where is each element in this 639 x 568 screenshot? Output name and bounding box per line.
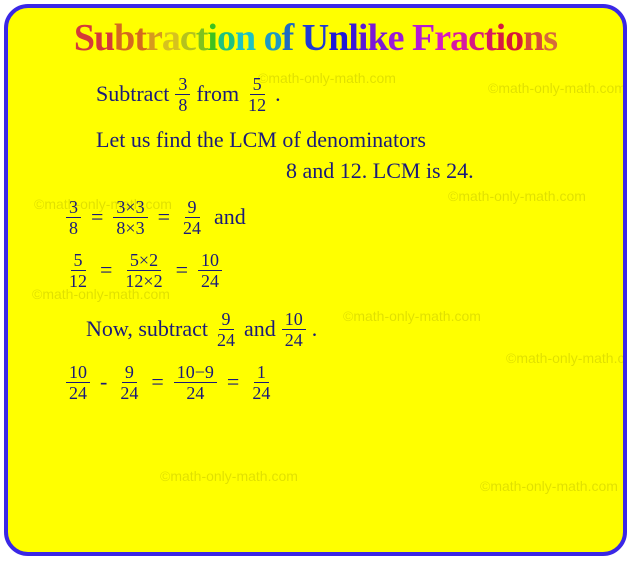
text-from: from xyxy=(196,79,239,110)
line-find-lcm: Let us find the LCM of denominators xyxy=(96,125,593,156)
line-final-subtraction: 10 24 - 9 24 = 10−9 24 = 1 24 xyxy=(66,362,593,403)
frac-9-24: 9 24 xyxy=(180,197,204,238)
text-subtract: Subtract xyxy=(96,79,169,110)
eq1: = xyxy=(91,202,103,233)
frac-1-24: 1 24 xyxy=(249,362,273,403)
text-dot2: . xyxy=(312,314,318,345)
frac-10-9-24: 10−9 24 xyxy=(174,362,217,403)
text-and1: and xyxy=(214,202,246,233)
line-now-subtract: Now, subtract 9 24 and 10 24 . xyxy=(86,309,593,350)
frac-9-24c: 9 24 xyxy=(117,362,141,403)
frac-3-8: 3 8 xyxy=(175,74,190,115)
eq2: = xyxy=(158,202,170,233)
frac-9-24b: 9 24 xyxy=(214,309,238,350)
eq4: = xyxy=(176,255,188,286)
frac-10-24b: 10 24 xyxy=(282,309,306,350)
text-now-subtract: Now, subtract xyxy=(86,314,208,345)
eq5: = xyxy=(151,367,163,398)
minus: - xyxy=(100,367,107,398)
eq3: = xyxy=(100,255,112,286)
frac-5-12b: 5 12 xyxy=(66,250,90,291)
text-lcm-numbers: 8 and 12. LCM is 24. xyxy=(286,156,474,187)
line-lcm-result: 8 and 12. LCM is 24. xyxy=(286,156,593,187)
title: Subtraction of Unlike Fractions xyxy=(8,16,623,60)
frac-5-12: 5 12 xyxy=(245,74,269,115)
line-convert-5-12: 5 12 = 5×2 12×2 = 10 24 xyxy=(66,250,593,291)
line-convert-3-8: 3 8 = 3×3 8×3 = 9 24 and xyxy=(66,197,593,238)
content-area: Subtract 3 8 from 5 12 . Let us find the… xyxy=(46,74,593,544)
frac-10-24: 10 24 xyxy=(198,250,222,291)
eq6: = xyxy=(227,367,239,398)
line-subtract-prompt: Subtract 3 8 from 5 12 . xyxy=(96,74,593,115)
text-dot1: . xyxy=(275,79,281,110)
text-lcm-line: Let us find the LCM of denominators xyxy=(96,125,426,156)
text-and2: and xyxy=(244,314,276,345)
frac-3-8b: 3 8 xyxy=(66,197,81,238)
panel: Subtraction of Unlike Fractions Subtract… xyxy=(4,4,627,556)
frac-3x3-8x3: 3×3 8×3 xyxy=(113,197,147,238)
frac-10-24c: 10 24 xyxy=(66,362,90,403)
frac-5x2-12x2: 5×2 12×2 xyxy=(122,250,165,291)
